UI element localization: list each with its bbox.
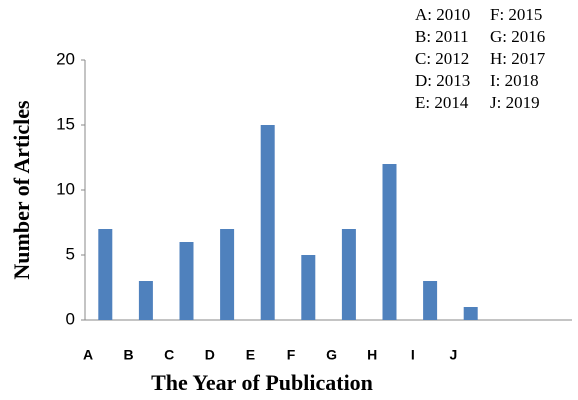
bar <box>98 229 113 320</box>
y-tick-label: 5 <box>66 244 75 263</box>
x-tick-label: D <box>205 347 215 363</box>
bar <box>260 125 275 320</box>
bar <box>382 164 397 320</box>
legend-annotation: D: 2013 <box>415 71 470 90</box>
x-tick-label: B <box>124 347 134 363</box>
x-tick-label: C <box>164 347 174 363</box>
y-tick-label: 0 <box>66 309 75 328</box>
bar <box>179 242 194 320</box>
bar <box>423 281 438 320</box>
legend-annotation: J: 2019 <box>490 93 540 112</box>
bar <box>463 307 478 320</box>
bar <box>301 255 316 320</box>
legend-annotation: I: 2018 <box>490 71 539 90</box>
bar <box>138 281 153 320</box>
x-tick-label: A <box>83 347 93 363</box>
y-tick-label: 20 <box>56 49 75 68</box>
legend-annotation: B: 2011 <box>415 27 469 46</box>
legend-annotation: C: 2012 <box>415 49 469 68</box>
y-tick-label: 15 <box>56 114 75 133</box>
x-tick-label: F <box>287 347 296 363</box>
legend-annotation: A: 2010 <box>415 5 470 24</box>
legend-annotation: F: 2015 <box>490 5 542 24</box>
x-tick-label: G <box>326 347 337 363</box>
y-tick-label: 10 <box>56 179 75 198</box>
bar <box>341 229 356 320</box>
x-tick-label: E <box>246 347 255 363</box>
legend-annotation: H: 2017 <box>490 49 546 68</box>
bar <box>220 229 235 320</box>
x-tick-label: J <box>450 347 458 363</box>
x-axis-label: The Year of Publication <box>151 370 373 395</box>
legend-annotation: E: 2014 <box>415 93 469 112</box>
legend-annotation: G: 2016 <box>490 27 545 46</box>
x-tick-label: I <box>411 347 415 363</box>
x-tick-label: H <box>367 347 377 363</box>
y-axis-label: Number of Articles <box>9 100 34 280</box>
